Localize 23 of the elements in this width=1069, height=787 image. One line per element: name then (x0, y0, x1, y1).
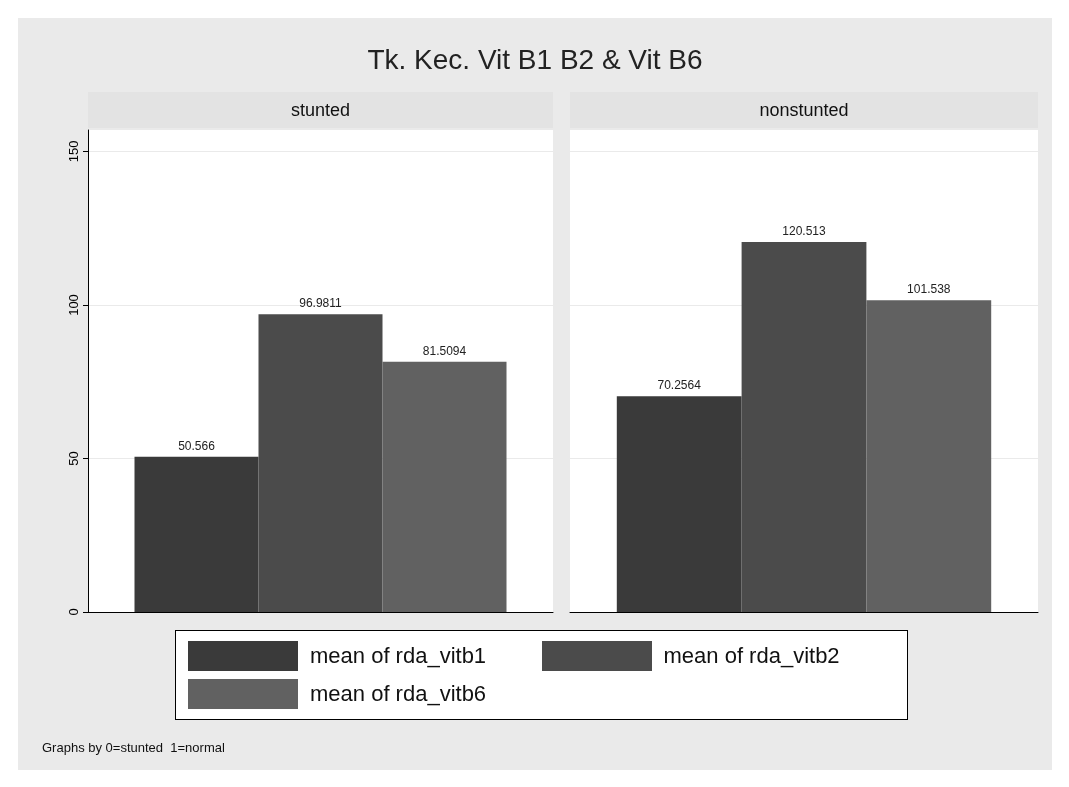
data-label: 50.566 (178, 438, 216, 453)
y-tick-label: 50 (66, 451, 81, 466)
bar (258, 314, 383, 612)
text: Graphs by 0=stunted 1=normal (42, 740, 225, 755)
y-tick-label: 100 (66, 294, 81, 316)
bar (741, 242, 867, 612)
bar (866, 300, 992, 612)
bar (382, 361, 507, 612)
x-tick-label: stunted (290, 100, 351, 120)
y-tick-label: 0 (66, 608, 81, 616)
data-label: 101.538 (907, 282, 951, 297)
bar (134, 456, 259, 612)
legend-label: mean of rda_vitb1 (310, 643, 487, 669)
bar (616, 396, 742, 612)
legend-label: mean of rda_vitb6 (310, 681, 487, 707)
y-tick-label: 150 (66, 140, 81, 163)
x-tick-label: nonstunted (759, 100, 849, 120)
data-label: 70.2564 (657, 378, 702, 393)
data-label: 96.9811 (299, 296, 343, 311)
data-label: 81.5094 (422, 343, 467, 358)
data-label: 120.513 (782, 224, 827, 239)
legend-label: mean of rda_vitb2 (663, 643, 840, 669)
chart-title: Tk. Kec. Vit B1 B2 & Vit B6 (366, 44, 704, 76)
